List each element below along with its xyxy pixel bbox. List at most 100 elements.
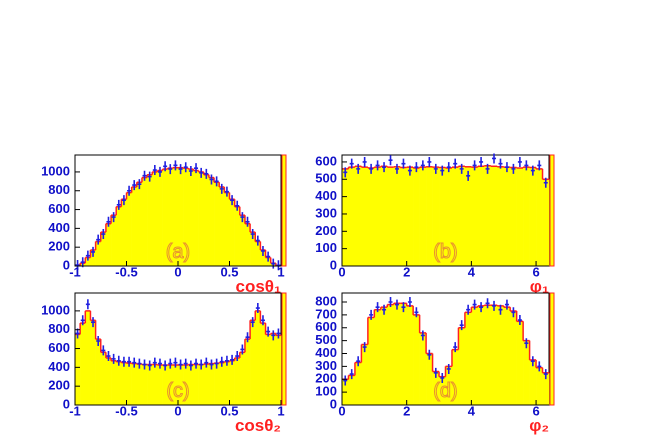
data-point bbox=[388, 155, 393, 166]
y-tick-label: 500 bbox=[315, 171, 337, 186]
y-tick-label: 0 bbox=[63, 396, 70, 411]
data-point bbox=[199, 359, 204, 370]
data-point bbox=[132, 180, 137, 191]
y-tick-label: 1000 bbox=[41, 302, 70, 317]
data-point bbox=[492, 153, 497, 164]
histogram-bar bbox=[484, 165, 492, 266]
data-point bbox=[266, 326, 271, 337]
data-point bbox=[433, 163, 438, 174]
histogram-bar bbox=[516, 168, 524, 266]
data-point bbox=[343, 375, 348, 386]
histogram-bar bbox=[367, 168, 375, 266]
data-point bbox=[106, 216, 111, 227]
histogram-bar bbox=[244, 339, 251, 405]
histogram-bar bbox=[445, 168, 453, 266]
data-point bbox=[394, 163, 399, 174]
data-point bbox=[132, 357, 137, 368]
x-tick-label: -1 bbox=[69, 403, 81, 418]
histogram-bar bbox=[229, 199, 235, 266]
histogram-bar bbox=[141, 177, 148, 266]
histogram-bar bbox=[121, 199, 127, 266]
data-point bbox=[453, 342, 458, 353]
data-point bbox=[245, 216, 250, 227]
histogram-bar bbox=[147, 364, 153, 405]
histogram-bar bbox=[255, 241, 261, 266]
histogram-bar bbox=[374, 167, 382, 266]
data-point bbox=[121, 195, 126, 206]
data-point bbox=[266, 251, 271, 262]
histogram-bar bbox=[198, 171, 205, 266]
frame-strip bbox=[281, 292, 287, 406]
histogram-bar bbox=[85, 310, 91, 405]
data-point bbox=[414, 307, 419, 318]
histogram-bar bbox=[234, 357, 241, 405]
panel-annotation: (a) bbox=[166, 241, 190, 263]
data-point bbox=[472, 160, 477, 171]
data-point bbox=[142, 359, 147, 370]
histogram-bar bbox=[75, 334, 81, 405]
histogram-bar bbox=[152, 171, 158, 266]
histogram-bar bbox=[224, 192, 230, 266]
histogram-bar bbox=[178, 365, 184, 405]
histogram-bar bbox=[542, 372, 550, 405]
histogram-bar bbox=[131, 186, 138, 266]
histogram-bar bbox=[193, 170, 199, 266]
histogram-bar bbox=[354, 166, 362, 266]
histogram-bar bbox=[471, 307, 479, 405]
y-tick-label: 100 bbox=[315, 240, 337, 255]
y-tick-label: 200 bbox=[315, 223, 337, 238]
data-point bbox=[255, 303, 260, 314]
histogram-bar bbox=[121, 362, 127, 405]
data-point bbox=[459, 320, 464, 331]
y-tick-label: 1000 bbox=[41, 163, 70, 178]
y-tick-label: 400 bbox=[48, 359, 70, 374]
x-tick-label: 4 bbox=[468, 403, 476, 418]
panel-annotation: (d) bbox=[433, 380, 457, 402]
histogram-bar bbox=[136, 182, 143, 266]
histogram-bar bbox=[503, 307, 511, 405]
histogram-bar bbox=[141, 364, 148, 405]
data-point bbox=[188, 165, 193, 176]
data-point bbox=[116, 355, 121, 366]
histogram-bar bbox=[162, 365, 168, 405]
data-point bbox=[173, 357, 178, 368]
data-point bbox=[420, 160, 425, 171]
data-point bbox=[362, 156, 367, 167]
histogram-bar bbox=[203, 364, 210, 405]
data-point bbox=[255, 235, 260, 246]
data-point bbox=[142, 170, 147, 181]
y-tick-label: 400 bbox=[48, 220, 70, 235]
data-point bbox=[414, 162, 419, 173]
data-point bbox=[178, 164, 183, 175]
data-point bbox=[369, 309, 374, 320]
data-point bbox=[91, 246, 96, 257]
histogram-bar bbox=[529, 359, 537, 405]
histogram-bar bbox=[172, 167, 179, 266]
data-point bbox=[485, 298, 490, 309]
data-point bbox=[349, 369, 354, 380]
histogram-bar bbox=[361, 344, 369, 405]
data-point bbox=[433, 367, 438, 378]
y-tick-label: 200 bbox=[48, 378, 70, 393]
data-point bbox=[524, 160, 529, 171]
histogram-bar bbox=[510, 167, 517, 266]
histogram-bar bbox=[208, 177, 215, 266]
histogram-bar bbox=[387, 304, 395, 405]
y-tick-label: 200 bbox=[48, 239, 70, 254]
histogram-bar bbox=[250, 320, 256, 405]
data-point bbox=[517, 156, 522, 167]
y-tick-label: 300 bbox=[315, 205, 337, 220]
data-point bbox=[349, 158, 354, 169]
data-point bbox=[260, 245, 265, 256]
panel-annotation: (b) bbox=[433, 241, 457, 263]
histogram-bar bbox=[439, 167, 446, 266]
histogram-bar bbox=[193, 364, 199, 405]
panel-annotation: (c) bbox=[166, 380, 189, 402]
data-point bbox=[235, 200, 240, 211]
histogram-bar bbox=[265, 334, 271, 405]
data-point bbox=[420, 330, 425, 341]
data-point bbox=[101, 345, 106, 356]
histogram-bar bbox=[100, 232, 107, 266]
histogram-bar bbox=[529, 167, 537, 266]
data-point bbox=[530, 165, 535, 176]
